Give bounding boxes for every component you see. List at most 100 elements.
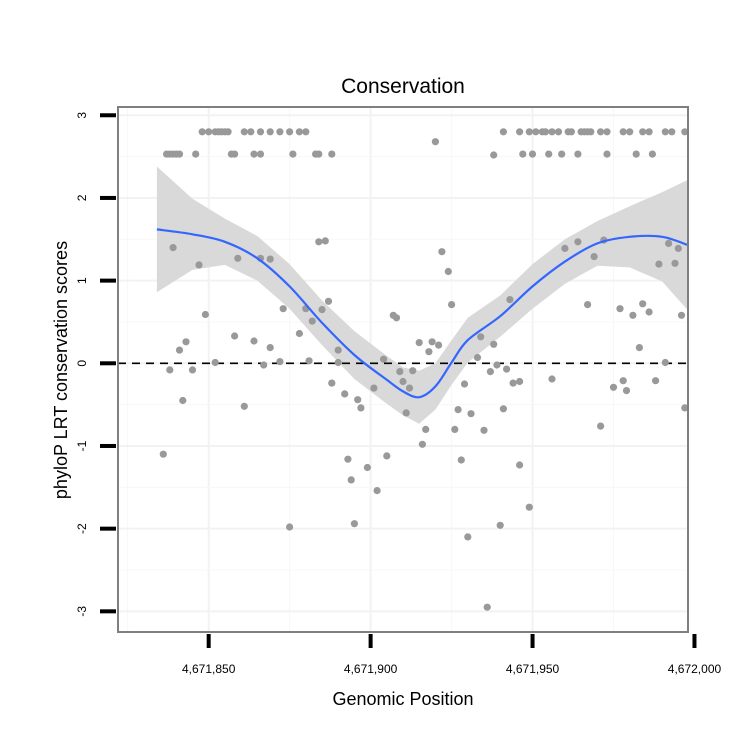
data-point [464,533,472,541]
data-point [655,260,663,268]
data-point [344,455,352,463]
data-point [503,365,511,373]
data-point [554,128,563,136]
x-tick-label: 4,672,000 [668,662,722,676]
data-point [324,297,333,305]
data-point [431,138,439,146]
data-point [448,301,456,309]
data-point [632,150,640,158]
data-point [493,361,501,369]
data-point [444,267,452,276]
data-point [671,259,679,267]
data-point [396,368,404,376]
data-point [639,128,647,136]
plot-panel-border [117,106,689,633]
data-point [460,380,469,388]
data-point [486,368,494,376]
score-points [159,128,689,611]
data-point [166,366,174,374]
data-point [525,503,533,511]
data-point [240,128,248,136]
chart-title: Conservation [341,75,465,98]
data-point [499,405,507,413]
data-point [509,379,517,387]
data-point [451,425,459,433]
y-tick-label: -2 [75,523,89,534]
data-point [175,346,184,354]
data-point [603,150,611,158]
data-point [286,128,294,136]
data-point [681,128,689,136]
data-point [205,128,213,136]
data-point [201,310,209,319]
confidence-band [156,166,688,424]
data-point [240,402,248,410]
data-point [590,253,598,261]
x-tick-label: 4,671,850 [182,662,236,676]
data-point [192,150,200,158]
data-point [661,128,669,136]
data-point [250,337,258,345]
data-point [315,238,323,246]
data-point [231,150,239,158]
data-point [516,377,524,386]
data-point [545,150,553,158]
data-point [256,128,265,136]
data-point [266,344,274,352]
data-point [260,361,268,369]
data-point [334,358,342,367]
data-point [373,487,381,495]
data-point [558,150,566,158]
data-point [516,461,524,469]
data-point [231,332,239,340]
x-axis-title: Genomic Position [332,689,473,709]
data-point [182,338,190,346]
data-point [234,254,242,262]
data-point [308,317,316,325]
data-point [357,404,365,412]
data-point [175,150,184,158]
data-point [318,306,326,314]
data-point [383,452,391,460]
data-point [302,128,310,136]
data-point [289,150,297,158]
data-point [490,151,498,159]
data-point [305,357,313,365]
data-point [661,358,669,367]
data-point [525,128,533,136]
data-point [532,128,540,136]
data-point [392,314,401,322]
data-point [425,348,433,356]
data-point [597,128,605,136]
data-point [574,150,582,158]
trend-line [156,228,689,399]
data-point [159,450,167,458]
data-point [622,387,631,395]
data-point [541,128,550,136]
axis-ticks [100,113,697,648]
data-point [629,311,637,319]
data-point [677,311,686,319]
data-point [266,128,274,136]
data-point [454,406,462,414]
data-point [480,426,488,434]
data-point [195,261,203,269]
data-point [266,255,274,263]
data-point [645,128,653,136]
data-point [276,358,284,366]
data-point [188,366,197,374]
data-point [347,476,355,484]
data-point [418,440,426,448]
data-point [370,384,378,392]
data-point [276,128,284,136]
data-point [561,244,569,252]
data-point [402,409,410,417]
data-point [399,377,407,386]
data-point [247,128,255,136]
data-point [380,355,388,363]
data-point [519,150,527,158]
data-point [528,150,537,158]
data-point [179,396,187,405]
data-point [354,396,362,404]
